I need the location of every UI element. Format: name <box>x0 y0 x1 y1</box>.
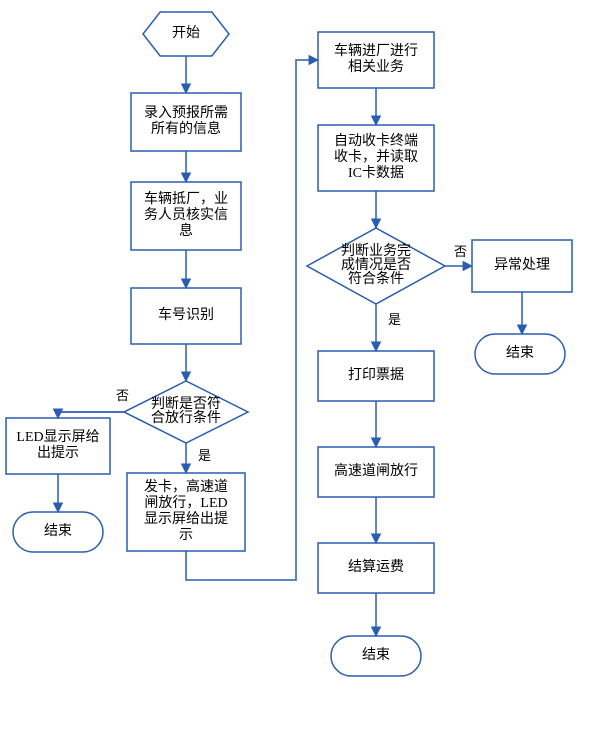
node-text: 开始 <box>172 25 200 41</box>
edge-label: 是 <box>388 312 401 327</box>
node-start: 开始 <box>143 12 229 56</box>
node-text: 高速道闸放行 <box>334 462 418 479</box>
node-text: 结算运费 <box>348 559 404 575</box>
node-text: LED显示屏给 <box>16 429 99 445</box>
edge-label: 否 <box>116 388 129 403</box>
node-text: 示 <box>179 528 193 543</box>
node-text: 判断是否符 <box>151 396 221 412</box>
node-text: 成情况是否 <box>341 257 411 273</box>
node-endB: 结束 <box>331 636 421 676</box>
node-r1: 车辆进厂进行相关业务 <box>318 32 434 88</box>
node-n2: 车辆抵厂，业务人员核实信息 <box>131 182 241 250</box>
node-text: 闸放行，LED <box>144 495 227 511</box>
node-endR2: 结束 <box>475 334 565 374</box>
node-text: 相关业务 <box>348 59 404 75</box>
node-text: IC卡数据 <box>348 165 404 181</box>
node-ledtip: LED显示屏给出提示 <box>6 418 110 474</box>
node-r5: 结算运费 <box>318 543 434 593</box>
edge-label: 否 <box>454 244 467 259</box>
node-n1: 录入预报所需所有的信息 <box>131 93 241 151</box>
edge <box>58 412 124 418</box>
flowchart-canvas: 开始录入预报所需所有的信息车辆抵厂，业务人员核实信息车号识别判断是否符合放行条件… <box>0 0 603 735</box>
node-n3: 车号识别 <box>131 288 241 344</box>
node-text: 自动收卡终端 <box>334 133 418 149</box>
node-text: 合放行条件 <box>151 409 221 426</box>
node-text: 车辆抵厂，业 <box>144 190 228 207</box>
node-endL: 结束 <box>13 512 103 552</box>
node-r2: 自动收卡终端收卡，并读取IC卡数据 <box>318 125 434 191</box>
edge-label: 是 <box>198 448 211 463</box>
node-text: 录入预报所需 <box>144 105 228 121</box>
node-text: 出提示 <box>37 445 79 461</box>
node-text: 打印票据 <box>348 366 404 383</box>
node-text: 结束 <box>362 647 390 663</box>
node-err: 异常处理 <box>472 240 572 292</box>
node-text: 结束 <box>44 523 72 539</box>
node-r3: 打印票据 <box>318 351 434 401</box>
node-text: 结束 <box>506 345 534 361</box>
node-text: 异常处理 <box>494 257 550 273</box>
node-text: 判断业务完 <box>341 243 411 259</box>
edge <box>58 412 124 418</box>
node-text: 显示屏给出提 <box>144 511 228 527</box>
node-text: 发卡，高速道 <box>144 478 228 495</box>
node-text: 收卡，并读取 <box>334 148 418 165</box>
node-text: 所有的信息 <box>151 120 221 137</box>
node-r4: 高速道闸放行 <box>318 447 434 497</box>
node-text: 车号识别 <box>158 306 214 323</box>
node-text: 车辆进厂进行 <box>334 42 418 59</box>
node-d1: 判断是否符合放行条件 <box>124 381 248 443</box>
node-d2: 判断业务完成情况是否符合条件 <box>307 228 445 304</box>
node-text: 符合条件 <box>348 270 404 287</box>
node-text: 务人员核实信 <box>144 207 228 223</box>
node-text: 息 <box>179 222 193 239</box>
node-n4: 发卡，高速道闸放行，LED显示屏给出提示 <box>127 473 245 551</box>
